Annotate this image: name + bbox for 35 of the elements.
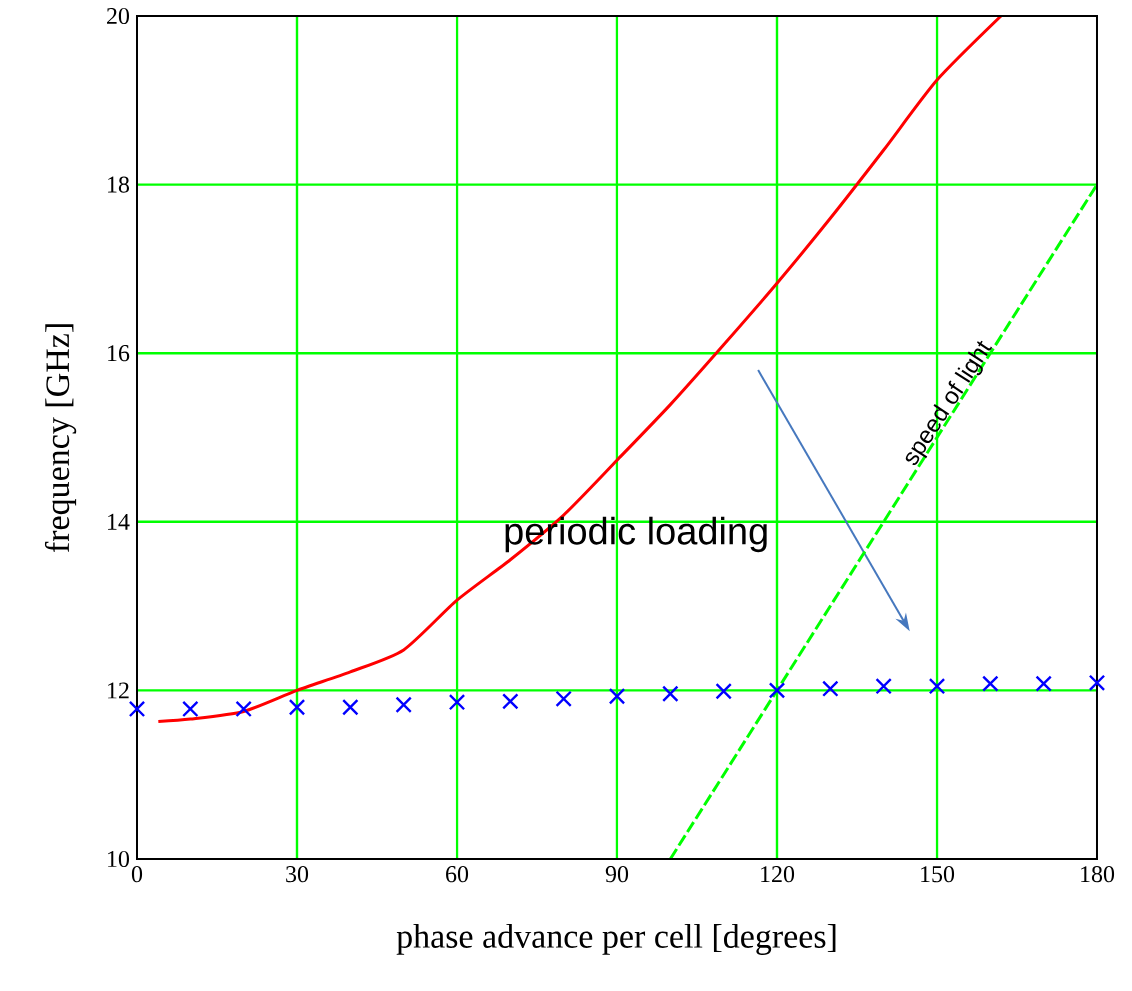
- point: [768, 682, 786, 699]
- point: [502, 693, 519, 710]
- x-tick-label: 180: [1081, 866, 1115, 883]
- x-tick-label: 30: [286, 866, 309, 883]
- x-tick-label: 120: [761, 866, 795, 883]
- point: [1088, 674, 1106, 692]
- point: [715, 682, 732, 700]
- point: [448, 693, 466, 711]
- x-tick-label: 0: [131, 866, 143, 883]
- point: [822, 680, 839, 697]
- x-tick-label: 60: [446, 866, 469, 883]
- point: [288, 698, 306, 716]
- y-axis-title: frequency [GHz]: [44, 324, 77, 553]
- y-tick-label: 12: [108, 682, 129, 699]
- point: [875, 677, 892, 695]
- point: [928, 677, 946, 695]
- y-tick-label: 18: [108, 176, 130, 193]
- point: [662, 685, 679, 703]
- y-tick-label: 14: [108, 513, 130, 530]
- line-series: [156, 15, 1003, 724]
- point: [342, 698, 359, 716]
- x-tick-label: 90: [605, 866, 629, 883]
- x-axis-title: phase advance per cell [degrees]: [396, 923, 836, 955]
- y-tick-label: 16: [108, 345, 130, 362]
- point: [182, 700, 199, 718]
- point: [128, 700, 146, 718]
- x-tick-label: 150: [921, 866, 955, 883]
- point: [395, 696, 412, 713]
- point: [982, 675, 999, 692]
- point: [608, 688, 626, 705]
- point: [1035, 675, 1052, 692]
- point: [555, 690, 572, 708]
- y-tick-label: 20: [107, 7, 130, 25]
- y-tick-label: 10: [108, 850, 130, 868]
- point: [235, 700, 252, 718]
